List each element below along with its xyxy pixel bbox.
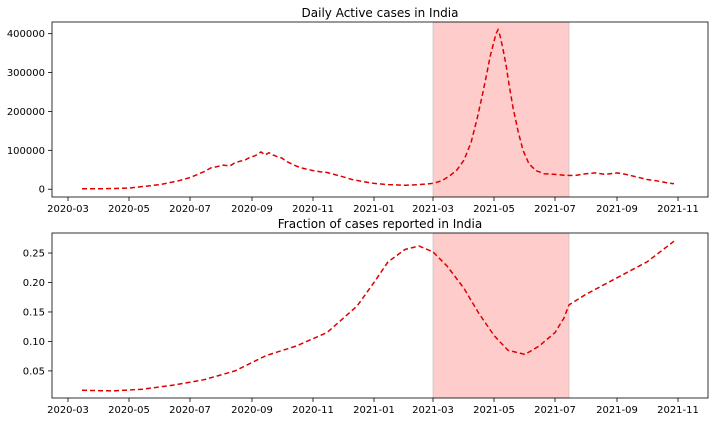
y-tick-label: 0.05 <box>23 366 45 377</box>
y-tick-label: 100000 <box>7 146 45 157</box>
x-tick-label: 2020-11 <box>292 405 334 416</box>
chart-bottom: Fraction of cases reported in India 2020… <box>23 217 709 416</box>
x-tick-label: 2020-11 <box>292 204 334 215</box>
x-tick-label: 2021-09 <box>596 204 638 215</box>
x-tick-label: 2021-11 <box>657 204 699 215</box>
x-tick-label: 2020-05 <box>108 405 150 416</box>
y-tick-label: 0.15 <box>23 307 45 318</box>
y-tick-label: 200000 <box>7 107 45 118</box>
x-tick-label: 2020-07 <box>169 405 211 416</box>
y-tick-label: 0 <box>39 185 45 196</box>
y-tick-label: 400000 <box>7 29 45 40</box>
x-tick-label: 2020-03 <box>47 204 89 215</box>
shaded-region <box>432 232 570 399</box>
plot-area: 2020-03 2020-05 2020-07 2020-09 2020-11 2021-… <box>23 232 709 416</box>
x-tick-label: 2021-01 <box>353 204 395 215</box>
series-line <box>82 27 675 190</box>
chart-title: Daily Active cases in India <box>302 6 459 20</box>
axes-frame <box>51 232 709 399</box>
y-tick-label: 0.10 <box>23 337 45 348</box>
y-tick-label: 0.25 <box>23 249 45 260</box>
x-tick-label: 2020-03 <box>47 405 89 416</box>
x-tick-label: 2020-09 <box>231 204 273 215</box>
x-tick-label: 2021-11 <box>657 405 699 416</box>
x-tick-label: 2021-07 <box>534 405 576 416</box>
x-tick-label: 2020-07 <box>169 204 211 215</box>
shaded-region <box>432 21 570 198</box>
x-tick-label: 2020-09 <box>231 405 273 416</box>
y-tick-label: 300000 <box>7 68 45 79</box>
plot-area: 2020-03 2020-05 2020-07 2020-09 2020-11 2021-… <box>7 21 709 215</box>
x-tick-label: 2021-07 <box>534 204 576 215</box>
series-line <box>81 240 675 392</box>
x-tick-label: 2021-09 <box>596 405 638 416</box>
x-tick-label: 2021-03 <box>412 405 454 416</box>
x-tick-label: 2020-05 <box>108 204 150 215</box>
x-tick-label: 2021-05 <box>473 405 515 416</box>
x-tick-label: 2021-05 <box>473 204 515 215</box>
x-tick-label: 2021-01 <box>353 405 395 416</box>
axes-frame <box>51 21 709 198</box>
chart-title: Fraction of cases reported in India <box>278 217 482 231</box>
chart-top: Daily Active cases in India 2020-03 2020-… <box>7 6 709 215</box>
x-tick-label: 2021-03 <box>412 204 454 215</box>
y-tick-label: 0.20 <box>23 278 45 289</box>
